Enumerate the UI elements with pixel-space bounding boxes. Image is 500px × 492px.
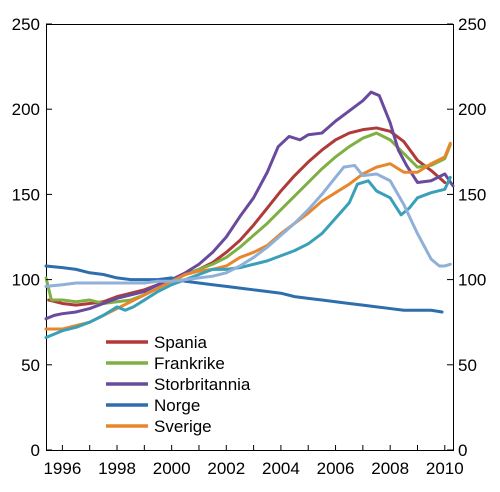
x-tick-label: 2008 [371, 459, 409, 478]
y-tick-label-left: 50 [21, 356, 40, 375]
y-tick-label-right: 100 [458, 271, 486, 290]
x-tick-label: 2010 [426, 459, 464, 478]
series-line-unlabeled-5 [44, 175, 452, 340]
x-tick-label: 1998 [98, 459, 136, 478]
series-line-storbritannia [44, 90, 455, 321]
legend-label-storbritannia: Storbritannia [154, 375, 251, 394]
x-tick-label: 2000 [153, 459, 191, 478]
legend: Spania Frankrike Storbritannia Norge Sverige [106, 333, 251, 436]
legend-label-frankrike: Frankrike [154, 354, 225, 373]
legend-label-sverige: Sverige [154, 417, 212, 436]
x-tick-label: 1996 [43, 459, 81, 478]
x-tick-label: 2002 [207, 459, 245, 478]
y-tick-label-right: 150 [458, 185, 486, 204]
series-line-frankrike [44, 131, 452, 305]
y-tick-label-left: 150 [12, 185, 40, 204]
legend-label-spania: Spania [154, 333, 207, 352]
axis-layer: 0 0 50 50 100 100 150 150 200 200 250 250 1996 1998 20… [12, 15, 487, 478]
x-tick-label: 2004 [262, 459, 300, 478]
series-line-unlabeled-6 [44, 163, 452, 288]
y-tick-label-left: 200 [12, 100, 40, 119]
series-line-norge [44, 264, 444, 314]
y-tick-label-right: 50 [458, 356, 477, 375]
y-tick-label-left: 100 [12, 271, 40, 290]
legend-label-norge: Norge [154, 396, 200, 415]
y-tick-label-right: 0 [458, 441, 467, 460]
series-line-spania [47, 126, 447, 307]
y-tick-label-left: 0 [31, 441, 40, 460]
y-tick-label-left: 250 [12, 15, 40, 34]
y-tick-label-right: 200 [458, 100, 486, 119]
x-tick-label: 2006 [317, 459, 355, 478]
series-layer [44, 90, 455, 340]
plot-frame [46, 24, 454, 451]
y-tick-label-right: 250 [458, 15, 486, 34]
